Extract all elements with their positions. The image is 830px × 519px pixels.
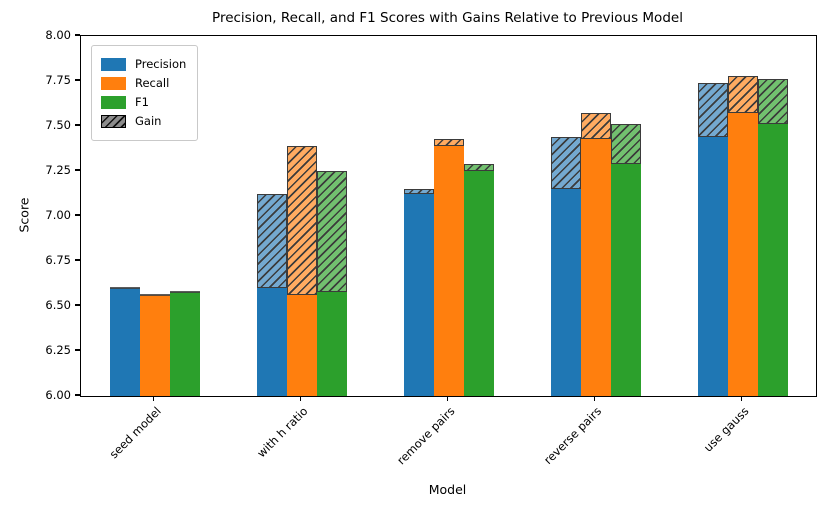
x-tick-mark xyxy=(593,396,596,402)
bar-solid xyxy=(316,291,347,396)
x-tick-label: use gauss xyxy=(700,404,752,455)
legend-item: F1 xyxy=(101,95,186,110)
bar-gain xyxy=(580,113,611,139)
bar-gain xyxy=(610,124,641,164)
y-tick-label: 6.00 xyxy=(45,388,71,402)
y-tick-mark xyxy=(75,259,80,261)
x-tick-label: remove pairs xyxy=(394,404,458,468)
bar-solid xyxy=(757,124,788,396)
x-tick-label: with h ratio xyxy=(254,404,311,461)
legend-label: F1 xyxy=(135,95,149,109)
bar-gain xyxy=(463,163,494,171)
legend-label: Precision xyxy=(135,57,187,71)
y-tick-label: 8.00 xyxy=(45,28,71,42)
y-tick-mark xyxy=(75,214,80,216)
bar-gain xyxy=(727,75,758,114)
bar-gain-zero xyxy=(169,290,200,293)
legend-item: Precision xyxy=(101,57,186,72)
y-tick-label: 7.25 xyxy=(45,163,71,177)
bar-solid xyxy=(109,288,140,396)
y-tick-mark xyxy=(75,169,80,171)
x-axis-label: Model xyxy=(428,482,467,497)
x-tick-mark xyxy=(446,396,449,402)
legend: Precision Recall F1 Gain xyxy=(91,45,199,141)
bar-gain xyxy=(697,82,728,137)
bar-solid xyxy=(256,288,287,396)
bar-gain xyxy=(757,79,788,125)
x-tick-mark xyxy=(740,396,743,402)
y-tick-mark xyxy=(75,79,80,81)
bar-solid xyxy=(550,189,581,396)
bar-solid xyxy=(727,113,758,396)
y-tick-label: 6.50 xyxy=(45,298,71,312)
bar-gain-zero xyxy=(109,287,140,289)
bar-solid xyxy=(433,145,464,396)
x-tick-label: seed model xyxy=(106,404,164,462)
bar-gain-zero xyxy=(139,294,170,297)
bar-solid xyxy=(286,295,317,396)
legend-swatch xyxy=(101,96,126,109)
bar-solid xyxy=(697,136,728,396)
y-tick-label: 6.25 xyxy=(45,343,71,357)
y-tick-label: 7.00 xyxy=(45,208,71,222)
y-tick-label: 7.75 xyxy=(45,73,71,87)
bar-gain xyxy=(550,136,581,189)
bar-solid xyxy=(463,171,494,396)
x-tick-mark xyxy=(299,396,302,402)
legend-item: Recall xyxy=(101,76,186,91)
x-tick-mark xyxy=(152,396,155,402)
chart-title: Precision, Recall, and F1 Scores with Ga… xyxy=(212,10,683,26)
bar-solid xyxy=(403,194,434,396)
bar-solid xyxy=(169,291,200,396)
y-tick-mark xyxy=(75,349,80,351)
legend-item: Gain xyxy=(101,114,186,129)
bar-solid xyxy=(139,295,170,396)
bar-gain xyxy=(433,138,464,146)
y-tick-mark xyxy=(75,394,80,396)
y-tick-label: 6.75 xyxy=(45,253,71,267)
legend-label: Gain xyxy=(135,114,162,128)
bar-solid xyxy=(610,163,641,396)
y-tick-mark xyxy=(75,34,80,36)
x-tick-label: reverse pairs xyxy=(541,404,605,468)
bar-gain xyxy=(316,171,347,292)
legend-label: Recall xyxy=(135,76,170,90)
y-tick-mark xyxy=(75,304,80,306)
legend-swatch xyxy=(101,77,126,90)
y-tick-label: 7.50 xyxy=(45,118,71,132)
legend-swatch xyxy=(101,58,126,71)
bar-gain xyxy=(256,194,287,288)
bar-gain xyxy=(286,145,317,296)
bar-gain xyxy=(403,189,434,195)
legend-swatch xyxy=(101,115,126,128)
plot-area: Precision Recall F1 Gain xyxy=(80,35,817,397)
y-tick-mark xyxy=(75,124,80,126)
bar-solid xyxy=(580,138,611,396)
